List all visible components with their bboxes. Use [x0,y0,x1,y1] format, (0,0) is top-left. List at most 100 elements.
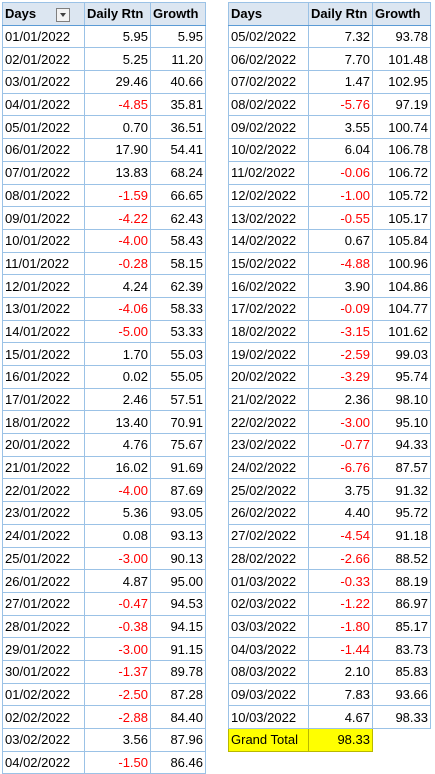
growth-cell[interactable]: 85.83 [372,659,431,684]
growth-cell[interactable]: 102.95 [372,70,431,94]
growth-cell[interactable]: 66.65 [150,183,206,208]
daily-rtn-cell[interactable]: -4.22 [84,206,151,230]
day-cell[interactable]: 17/02/2022 [228,296,309,321]
daily-rtn-cell[interactable]: -0.33 [308,569,373,593]
growth-cell[interactable]: 87.96 [150,728,206,752]
daily-rtn-cell[interactable]: -4.88 [308,251,373,276]
growth-cell[interactable]: 88.19 [372,569,431,593]
day-cell[interactable]: 28/01/2022 [2,614,85,639]
day-cell[interactable]: 01/03/2022 [228,569,309,593]
daily-rtn-cell[interactable]: 13.40 [84,410,151,435]
growth-cell[interactable]: 100.96 [372,251,431,276]
growth-cell[interactable]: 86.97 [372,591,431,616]
growth-cell[interactable]: 53.33 [150,319,206,344]
growth-cell[interactable]: 90.13 [150,546,206,571]
growth-cell[interactable]: 55.03 [150,342,206,366]
day-cell[interactable]: 14/01/2022 [2,319,85,344]
day-cell[interactable]: 08/02/2022 [228,92,309,117]
growth-cell[interactable]: 98.33 [372,705,431,729]
daily-rtn-cell[interactable]: -2.88 [84,705,151,729]
day-cell[interactable]: 08/01/2022 [2,183,85,208]
day-cell[interactable]: 22/01/2022 [2,478,85,503]
growth-cell[interactable]: 100.74 [372,115,431,140]
daily-rtn-cell[interactable]: -1.00 [308,183,373,208]
daily-rtn-cell[interactable]: -0.38 [84,614,151,639]
day-cell[interactable]: 03/02/2022 [2,728,85,752]
day-cell[interactable]: 09/02/2022 [228,115,309,140]
growth-cell[interactable]: 11.20 [150,47,206,72]
day-cell[interactable]: 27/02/2022 [228,523,309,548]
daily-rtn-cell[interactable]: 2.46 [84,387,151,412]
growth-cell[interactable]: 106.78 [372,138,431,162]
daily-rtn-cell[interactable]: -0.28 [84,251,151,276]
filter-dropdown-icon[interactable] [56,7,71,22]
daily-rtn-cell[interactable]: 4.87 [84,569,151,593]
daily-rtn-cell[interactable]: -6.76 [308,455,373,480]
growth-cell[interactable]: 95.10 [372,410,431,435]
daily-rtn-cell[interactable]: 0.02 [84,365,151,389]
day-cell[interactable]: 09/03/2022 [228,682,309,707]
day-cell[interactable]: 03/03/2022 [228,614,309,639]
daily-rtn-cell[interactable]: 5.95 [84,24,151,49]
day-cell[interactable]: 20/01/2022 [2,433,85,457]
growth-cell[interactable]: 95.74 [372,365,431,389]
daily-rtn-cell[interactable]: -1.59 [84,183,151,208]
day-cell[interactable]: 07/02/2022 [228,70,309,94]
day-cell[interactable]: 01/02/2022 [2,682,85,707]
growth-header[interactable]: Growth [372,2,431,26]
growth-cell[interactable]: 104.86 [372,274,431,298]
daily-rtn-cell[interactable]: -2.66 [308,546,373,571]
growth-header[interactable]: Growth [150,2,206,26]
day-cell[interactable]: 13/01/2022 [2,296,85,321]
daily-rtn-cell[interactable]: -0.06 [308,160,373,185]
daily-rtn-cell[interactable]: 7.83 [308,682,373,707]
day-cell[interactable]: 26/01/2022 [2,569,85,593]
day-cell[interactable]: 02/02/2022 [2,705,85,729]
growth-cell[interactable]: 85.17 [372,614,431,639]
growth-cell[interactable]: 62.43 [150,206,206,230]
day-cell[interactable]: 10/03/2022 [228,705,309,729]
day-cell[interactable]: 07/01/2022 [2,160,85,185]
day-cell[interactable]: 18/01/2022 [2,410,85,435]
day-cell[interactable]: 06/01/2022 [2,138,85,162]
growth-cell[interactable]: 105.72 [372,183,431,208]
growth-cell[interactable]: 104.77 [372,296,431,321]
growth-cell[interactable]: 83.73 [372,637,431,661]
day-cell[interactable]: 02/01/2022 [2,47,85,72]
daily-rtn-cell[interactable]: 0.70 [84,115,151,140]
day-cell[interactable]: 18/02/2022 [228,319,309,344]
daily-rtn-cell[interactable]: -4.85 [84,92,151,117]
daily-rtn-cell[interactable]: 3.55 [308,115,373,140]
growth-cell[interactable]: 68.24 [150,160,206,185]
growth-cell[interactable]: 58.43 [150,228,206,253]
growth-cell[interactable]: 93.66 [372,682,431,707]
growth-cell[interactable]: 54.41 [150,138,206,162]
day-cell[interactable]: 23/01/2022 [2,501,85,525]
day-cell[interactable]: 08/03/2022 [228,659,309,684]
growth-cell[interactable]: 95.00 [150,569,206,593]
daily-rtn-cell[interactable]: -0.77 [308,433,373,457]
growth-cell[interactable]: 87.28 [150,682,206,707]
daily-rtn-cell[interactable]: 6.04 [308,138,373,162]
daily-rtn-cell[interactable]: 4.67 [308,705,373,729]
daily-rtn-cell[interactable]: 16.02 [84,455,151,480]
daily-rtn-cell[interactable]: -3.15 [308,319,373,344]
growth-cell[interactable]: 84.40 [150,705,206,729]
growth-cell[interactable]: 87.69 [150,478,206,503]
growth-cell[interactable]: 93.05 [150,501,206,525]
day-cell[interactable]: 03/01/2022 [2,70,85,94]
growth-cell[interactable]: 87.57 [372,455,431,480]
grand-total-label[interactable]: Grand Total [228,728,309,752]
day-cell[interactable]: 27/01/2022 [2,591,85,616]
growth-cell[interactable]: 58.33 [150,296,206,321]
growth-cell[interactable]: 93.78 [372,24,431,49]
growth-cell[interactable]: 40.66 [150,70,206,94]
growth-cell[interactable]: 101.62 [372,319,431,344]
day-cell[interactable]: 11/01/2022 [2,251,85,276]
day-cell[interactable]: 05/02/2022 [228,24,309,49]
daily-rtn-cell[interactable]: -1.80 [308,614,373,639]
growth-cell[interactable]: 97.19 [372,92,431,117]
growth-cell[interactable]: 105.84 [372,228,431,253]
growth-cell[interactable]: 91.18 [372,523,431,548]
daily-rtn-cell[interactable]: -3.00 [84,637,151,661]
